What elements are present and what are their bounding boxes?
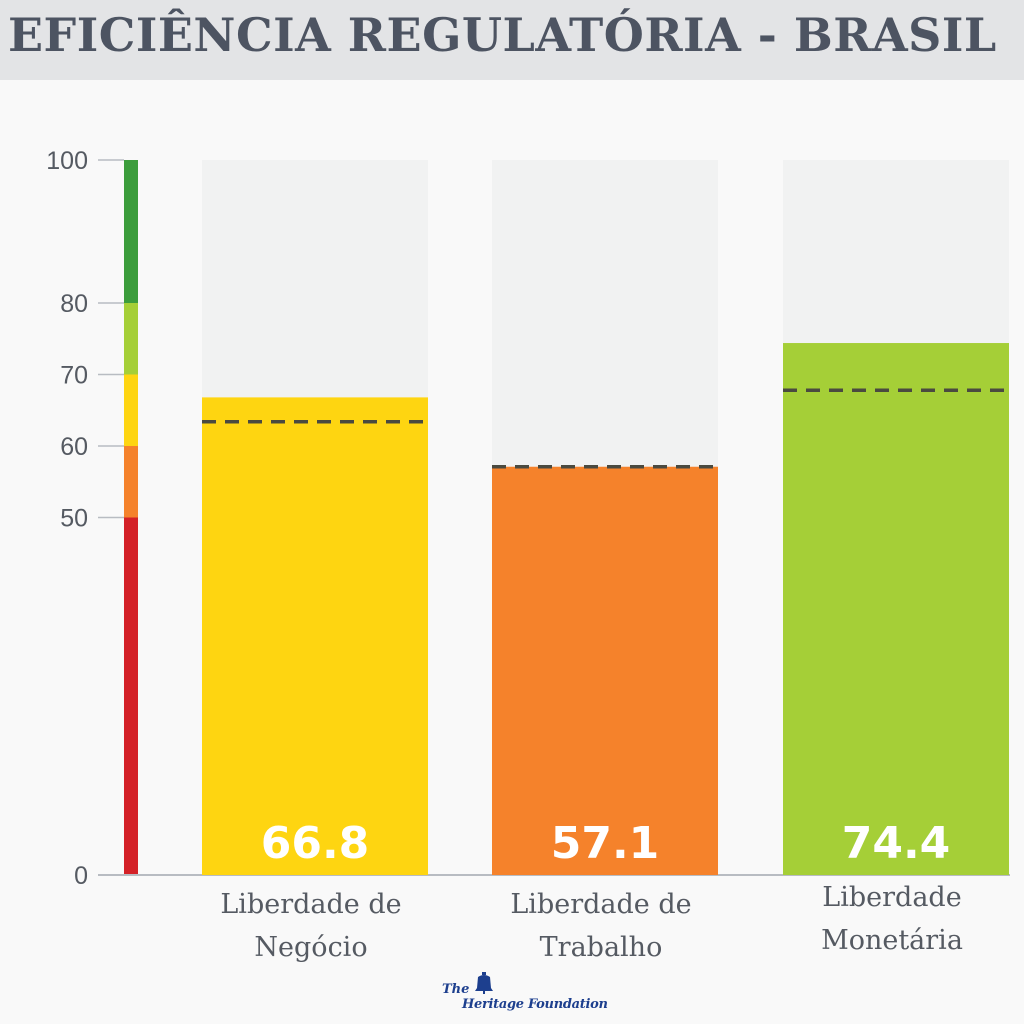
score-band-2 [124, 374, 138, 446]
bar-background-2 [783, 160, 1009, 344]
category-label-2-line2: Monetária [821, 925, 963, 956]
value-label-2: 74.4 [842, 818, 951, 869]
category-label-0-line1: Liberdade de [220, 889, 401, 920]
score-band-0 [124, 517, 138, 875]
category-label-1-line1: Liberdade de [510, 889, 691, 920]
bar-1 [492, 466, 718, 875]
y-tick-label-4: 80 [60, 290, 88, 318]
value-label-0: 66.8 [261, 818, 370, 869]
score-band-1 [124, 446, 138, 518]
y-tick-label-1: 50 [60, 505, 88, 533]
category-label-2-line1: Liberdade [822, 882, 961, 913]
title-band [0, 0, 1024, 80]
category-label-1-line2: Trabalho [540, 932, 663, 963]
y-tick-label-5: 100 [46, 147, 88, 175]
bar-2 [783, 343, 1009, 875]
logo-the: The [442, 982, 470, 997]
y-tick-label-3: 70 [60, 362, 88, 390]
bar-background-1 [492, 160, 718, 467]
heritage-foundation-logo: The Heritage Foundation [440, 970, 608, 1015]
bar-background-0 [202, 160, 428, 398]
score-band-4 [124, 160, 138, 303]
liberty-bell-icon [475, 972, 493, 994]
y-tick-label-0: 0 [74, 862, 88, 890]
value-label-1: 57.1 [551, 818, 660, 869]
y-tick-label-2: 60 [60, 433, 88, 461]
category-label-0-line2: Negócio [254, 932, 367, 963]
page-title: EFICIÊNCIA REGULATÓRIA - BRASIL [8, 8, 997, 62]
bar-0 [202, 397, 428, 875]
score-band-3 [124, 303, 138, 375]
logo-name: Heritage Foundation [462, 997, 608, 1012]
